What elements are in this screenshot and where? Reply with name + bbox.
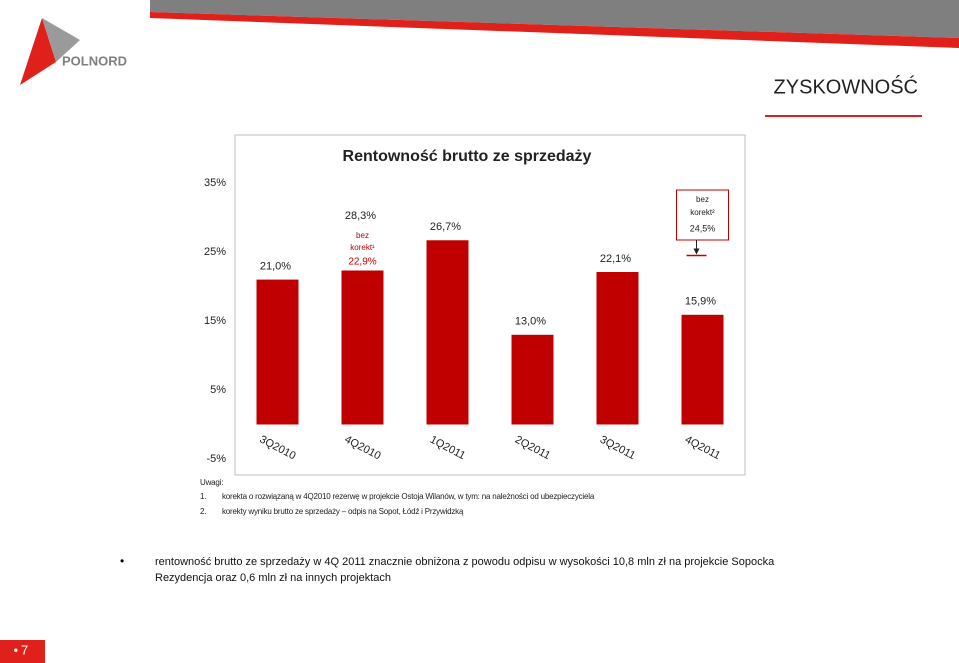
- note-text: korekta o rozwiązaną w 4Q2010 rezerwę w …: [222, 492, 595, 501]
- bullet-text: rentowność brutto ze sprzedaży w 4Q 2011…: [155, 556, 775, 584]
- section-title: ZYSKOWNOŚĆ: [774, 74, 918, 98]
- value-label: 28,3%: [345, 210, 376, 222]
- y-tick-label: -5%: [206, 453, 226, 465]
- x-tick-label: 2Q2011: [513, 434, 552, 463]
- annotation-arrowhead: [693, 248, 700, 255]
- y-tick-label: 15%: [204, 315, 226, 327]
- bullet-marker: •: [120, 554, 125, 568]
- annotation-value: 22,9%: [348, 257, 376, 268]
- chart-frame: [234, 134, 746, 476]
- annotation-text: korekt²: [690, 208, 715, 217]
- value-label: 22,1%: [600, 253, 631, 265]
- y-tick-label: 5%: [210, 384, 226, 396]
- page-bullet: •: [13, 642, 18, 657]
- annotation-text: bez: [696, 195, 709, 204]
- y-tick-label: 35%: [204, 177, 226, 189]
- logo-mark: [20, 18, 56, 85]
- value-label: 21,0%: [260, 261, 291, 273]
- notes-title: Uwagi:: [200, 478, 224, 487]
- logo-mark: [42, 18, 80, 62]
- y-tick-label: 25%: [204, 246, 226, 258]
- note-number: 2.: [200, 507, 207, 516]
- note-text: korekty wyniku brutto ze sprzedaży – odp…: [222, 507, 464, 516]
- header-band: [150, 0, 959, 38]
- bar: [596, 272, 639, 425]
- x-tick-label: 4Q2011: [683, 434, 722, 463]
- header-stripe: [150, 12, 959, 48]
- page-badge: [0, 640, 45, 663]
- annotation-box: [676, 189, 729, 241]
- bar: [256, 279, 299, 425]
- x-tick-label: 1Q2011: [428, 434, 467, 463]
- value-label: 15,9%: [685, 296, 716, 308]
- page-number: 7: [21, 642, 28, 657]
- annotation-text: bez: [356, 231, 369, 240]
- logo-text: POLNORD: [62, 53, 127, 68]
- annotation-value: 24,5%: [690, 223, 716, 233]
- note-number: 1.: [200, 492, 207, 501]
- x-tick-label: 3Q2011: [598, 434, 637, 463]
- bar: [681, 314, 724, 425]
- value-label: 13,0%: [515, 316, 546, 328]
- x-tick-label: 3Q2010: [257, 433, 297, 462]
- bar: [426, 240, 469, 425]
- bar: [511, 334, 554, 425]
- annotation-text: korekt¹: [350, 243, 375, 252]
- chart-title: Rentowność brutto ze sprzedaży: [343, 148, 592, 165]
- x-tick-label: 4Q2010: [342, 433, 382, 462]
- annotation-box: [341, 227, 384, 271]
- value-label: 26,7%: [430, 221, 461, 233]
